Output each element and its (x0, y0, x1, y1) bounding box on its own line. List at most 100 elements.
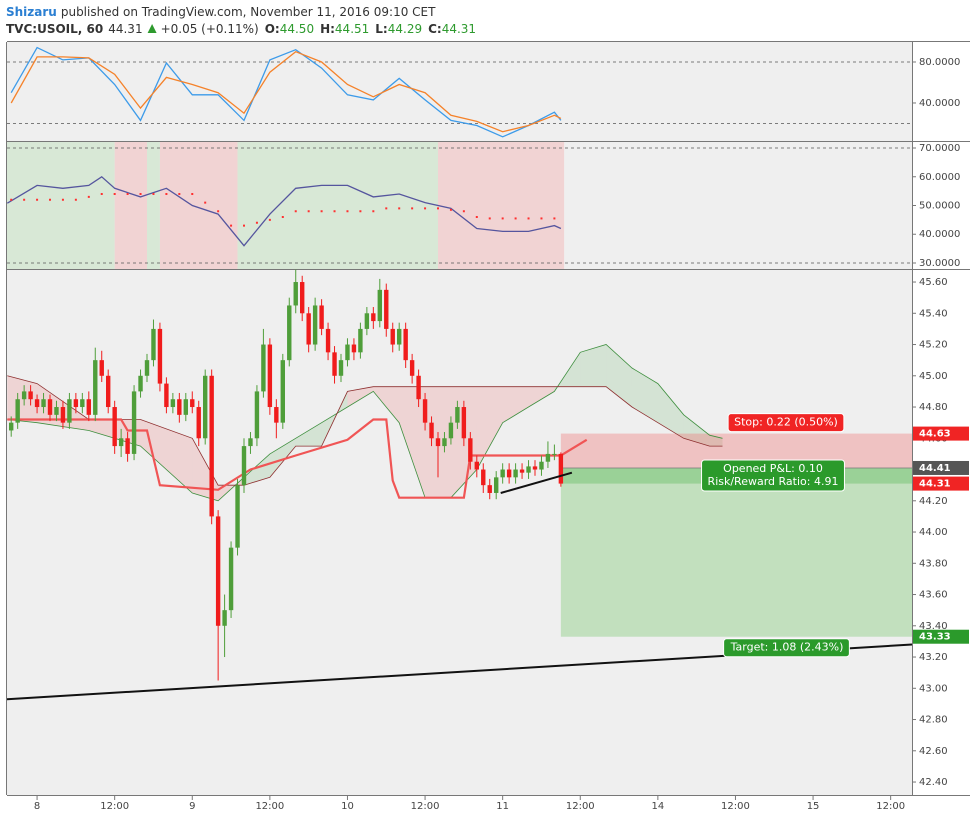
dot (411, 207, 414, 210)
target-annotation: Target: 1.08 (2.43%) (723, 638, 850, 658)
candle-body (86, 399, 92, 415)
x-tick-label: 12:00 (566, 801, 595, 812)
candle-body (364, 313, 370, 329)
dot (191, 193, 194, 196)
y-tick-label: 44.00 (919, 527, 948, 538)
dot (449, 208, 452, 211)
candle-body (41, 399, 46, 408)
dot (217, 210, 220, 213)
candle-body (183, 399, 189, 415)
dot (398, 207, 401, 210)
published: published on TradingView.com, November 1… (61, 5, 436, 19)
o-value: 44.50 (280, 22, 314, 36)
candle-body (384, 289, 389, 329)
candle-body (455, 407, 460, 423)
symbol: TVC:USOIL, 60 (6, 22, 103, 36)
candle-body (60, 407, 66, 423)
candle-body (500, 469, 505, 478)
stop-price-label-bg (913, 426, 969, 441)
candle-body (481, 469, 486, 486)
candle-body (371, 313, 376, 322)
x-tick-label: 14 (651, 801, 664, 812)
candle-body (47, 399, 53, 415)
y-tick-label: 50.0000 (919, 201, 960, 212)
candle-body (461, 407, 467, 439)
y-tick-label: 44.80 (919, 402, 948, 413)
candle-body (319, 305, 324, 329)
candle-body (422, 399, 428, 423)
dot (346, 210, 349, 213)
candle-body (545, 453, 551, 462)
candle-body (493, 477, 499, 493)
candle-body (215, 516, 221, 626)
l-value: 44.29 (388, 22, 422, 36)
series-line (6, 175, 562, 247)
c-value: 44.31 (442, 22, 476, 36)
y-tick-label: 42.40 (919, 777, 948, 788)
series-line (10, 46, 562, 138)
candle-body (228, 547, 234, 611)
pnl-annotation-text: Risk/Reward Ratio: 4.91 (708, 475, 839, 488)
cloud-fill (399, 386, 426, 498)
candle-body (429, 422, 434, 439)
dot (436, 207, 439, 210)
candle-body (409, 360, 415, 376)
last-price-label-bg (913, 476, 969, 491)
y-tick-label: 43.00 (919, 683, 948, 694)
y-tick-label: 43.60 (919, 590, 948, 601)
change: +0.05 (+0.11%) (161, 22, 259, 36)
candle-body (170, 399, 176, 408)
dot (359, 210, 362, 213)
candle-body (377, 289, 382, 322)
stop-annotation-text: Stop: 0.22 (0.50%) (734, 416, 838, 429)
cloud-fill (140, 419, 193, 493)
stop-annotation-bg (727, 413, 845, 433)
y-tick-label: 80.0000 (919, 57, 960, 68)
zone (159, 142, 238, 269)
dot (23, 198, 26, 201)
dot (514, 217, 517, 220)
candle-body (67, 399, 72, 423)
candle-body (9, 422, 14, 431)
dot (49, 198, 52, 201)
o-label: O: (265, 22, 280, 36)
y-tick-label: 43.40 (919, 621, 948, 632)
candle-body (448, 422, 454, 439)
zone (114, 142, 148, 269)
candle-body (112, 407, 117, 447)
dot (255, 221, 258, 224)
zone (147, 142, 160, 269)
dot (113, 193, 116, 196)
candle-body (487, 485, 492, 493)
candle-body (235, 485, 240, 548)
candle-body (196, 407, 201, 439)
x-tick-label: 10 (341, 801, 354, 812)
candle-body (396, 328, 402, 345)
y-tick-label: 30.0000 (919, 258, 960, 269)
target-annotation-text: Target: 1.08 (2.43%) (730, 641, 844, 654)
pnl-annotation-text: Opened P&L: 0.10 (723, 462, 823, 475)
candle-body (99, 360, 104, 376)
candle-body (390, 328, 395, 345)
c-label: C: (428, 22, 442, 36)
dot (488, 217, 491, 220)
candle-body (306, 313, 311, 345)
y-tick-label: 45.00 (919, 371, 948, 382)
candle-body (274, 407, 279, 423)
x-tick-label: 15 (807, 801, 820, 812)
dot (139, 193, 142, 196)
dot (527, 217, 530, 220)
h-label: H: (320, 22, 335, 36)
zone (237, 142, 438, 269)
y-tick-label: 60.0000 (919, 172, 960, 183)
candle-body (442, 438, 447, 447)
x-tick-label: 12:00 (100, 801, 129, 812)
zone (7, 142, 115, 269)
dot (74, 198, 77, 201)
span-b-line (7, 375, 723, 486)
y-tick-label: 45.60 (919, 277, 948, 288)
candle-body (416, 375, 421, 400)
candle-body (332, 352, 337, 376)
dot (100, 193, 103, 196)
